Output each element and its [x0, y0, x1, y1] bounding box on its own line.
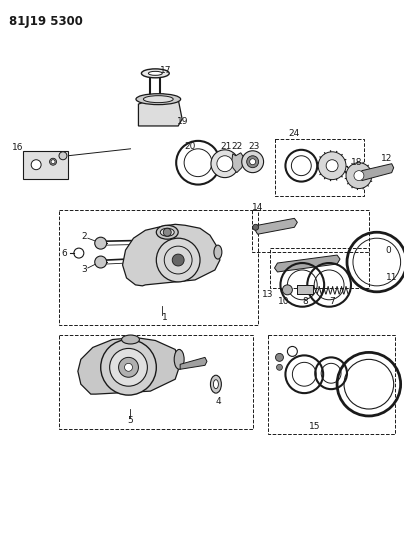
- Ellipse shape: [174, 350, 184, 369]
- Polygon shape: [123, 224, 220, 286]
- Circle shape: [119, 357, 139, 377]
- Circle shape: [247, 156, 259, 168]
- Text: 11: 11: [386, 273, 397, 282]
- Circle shape: [346, 163, 372, 189]
- Circle shape: [326, 160, 338, 172]
- Circle shape: [95, 256, 107, 268]
- Ellipse shape: [213, 379, 218, 389]
- Text: 2: 2: [81, 232, 87, 241]
- Polygon shape: [78, 337, 180, 394]
- Bar: [59, 211, 258, 325]
- Text: 5: 5: [128, 416, 133, 425]
- Circle shape: [125, 364, 132, 372]
- Text: 13: 13: [262, 290, 273, 300]
- Text: 8: 8: [303, 297, 308, 306]
- Circle shape: [217, 156, 233, 172]
- Ellipse shape: [211, 375, 222, 393]
- Bar: [252, 211, 369, 252]
- Bar: [275, 139, 364, 197]
- Bar: [268, 335, 395, 434]
- Circle shape: [156, 238, 200, 282]
- Circle shape: [51, 160, 55, 164]
- Polygon shape: [180, 357, 207, 369]
- Circle shape: [49, 158, 57, 165]
- Text: 0: 0: [386, 246, 392, 255]
- Text: 1: 1: [162, 313, 168, 322]
- Bar: [297, 285, 313, 294]
- Text: 21: 21: [220, 142, 232, 151]
- Text: 17: 17: [160, 66, 171, 75]
- Text: 22: 22: [231, 142, 242, 151]
- Bar: [23, 151, 68, 179]
- Circle shape: [172, 254, 184, 266]
- Text: 4: 4: [215, 397, 221, 406]
- Polygon shape: [232, 153, 245, 173]
- Polygon shape: [139, 94, 182, 126]
- Bar: [270, 248, 369, 288]
- Bar: [297, 285, 313, 294]
- Ellipse shape: [141, 69, 169, 78]
- Ellipse shape: [148, 71, 162, 75]
- Circle shape: [110, 349, 147, 386]
- Polygon shape: [255, 219, 297, 234]
- Circle shape: [354, 171, 364, 181]
- Circle shape: [31, 160, 41, 169]
- Text: 81J19 5300: 81J19 5300: [9, 15, 83, 28]
- Circle shape: [277, 365, 282, 370]
- Circle shape: [59, 152, 67, 160]
- Text: 15: 15: [309, 422, 320, 431]
- Polygon shape: [275, 255, 340, 272]
- Circle shape: [211, 150, 239, 177]
- Text: 12: 12: [381, 154, 392, 163]
- Circle shape: [95, 237, 107, 249]
- Circle shape: [282, 285, 292, 295]
- Bar: [59, 335, 253, 429]
- Ellipse shape: [136, 94, 181, 104]
- Ellipse shape: [214, 245, 222, 259]
- Circle shape: [101, 340, 156, 395]
- Circle shape: [163, 228, 171, 236]
- Text: 23: 23: [248, 142, 259, 151]
- Ellipse shape: [143, 96, 173, 103]
- Text: 24: 24: [289, 130, 300, 139]
- Text: 20: 20: [184, 142, 196, 151]
- Polygon shape: [360, 164, 394, 181]
- Circle shape: [275, 353, 284, 361]
- Circle shape: [318, 152, 346, 180]
- Text: 14: 14: [252, 203, 263, 212]
- Text: 7: 7: [329, 297, 335, 306]
- Text: 3: 3: [81, 265, 87, 274]
- Text: 19: 19: [177, 117, 189, 125]
- Text: 16: 16: [11, 143, 23, 152]
- Circle shape: [253, 224, 259, 230]
- Ellipse shape: [160, 228, 174, 236]
- Circle shape: [249, 159, 256, 165]
- Circle shape: [242, 151, 264, 173]
- Ellipse shape: [156, 225, 178, 239]
- Text: 6: 6: [61, 248, 67, 257]
- Text: 10: 10: [278, 297, 289, 306]
- Ellipse shape: [122, 335, 139, 344]
- Text: 18: 18: [351, 158, 363, 167]
